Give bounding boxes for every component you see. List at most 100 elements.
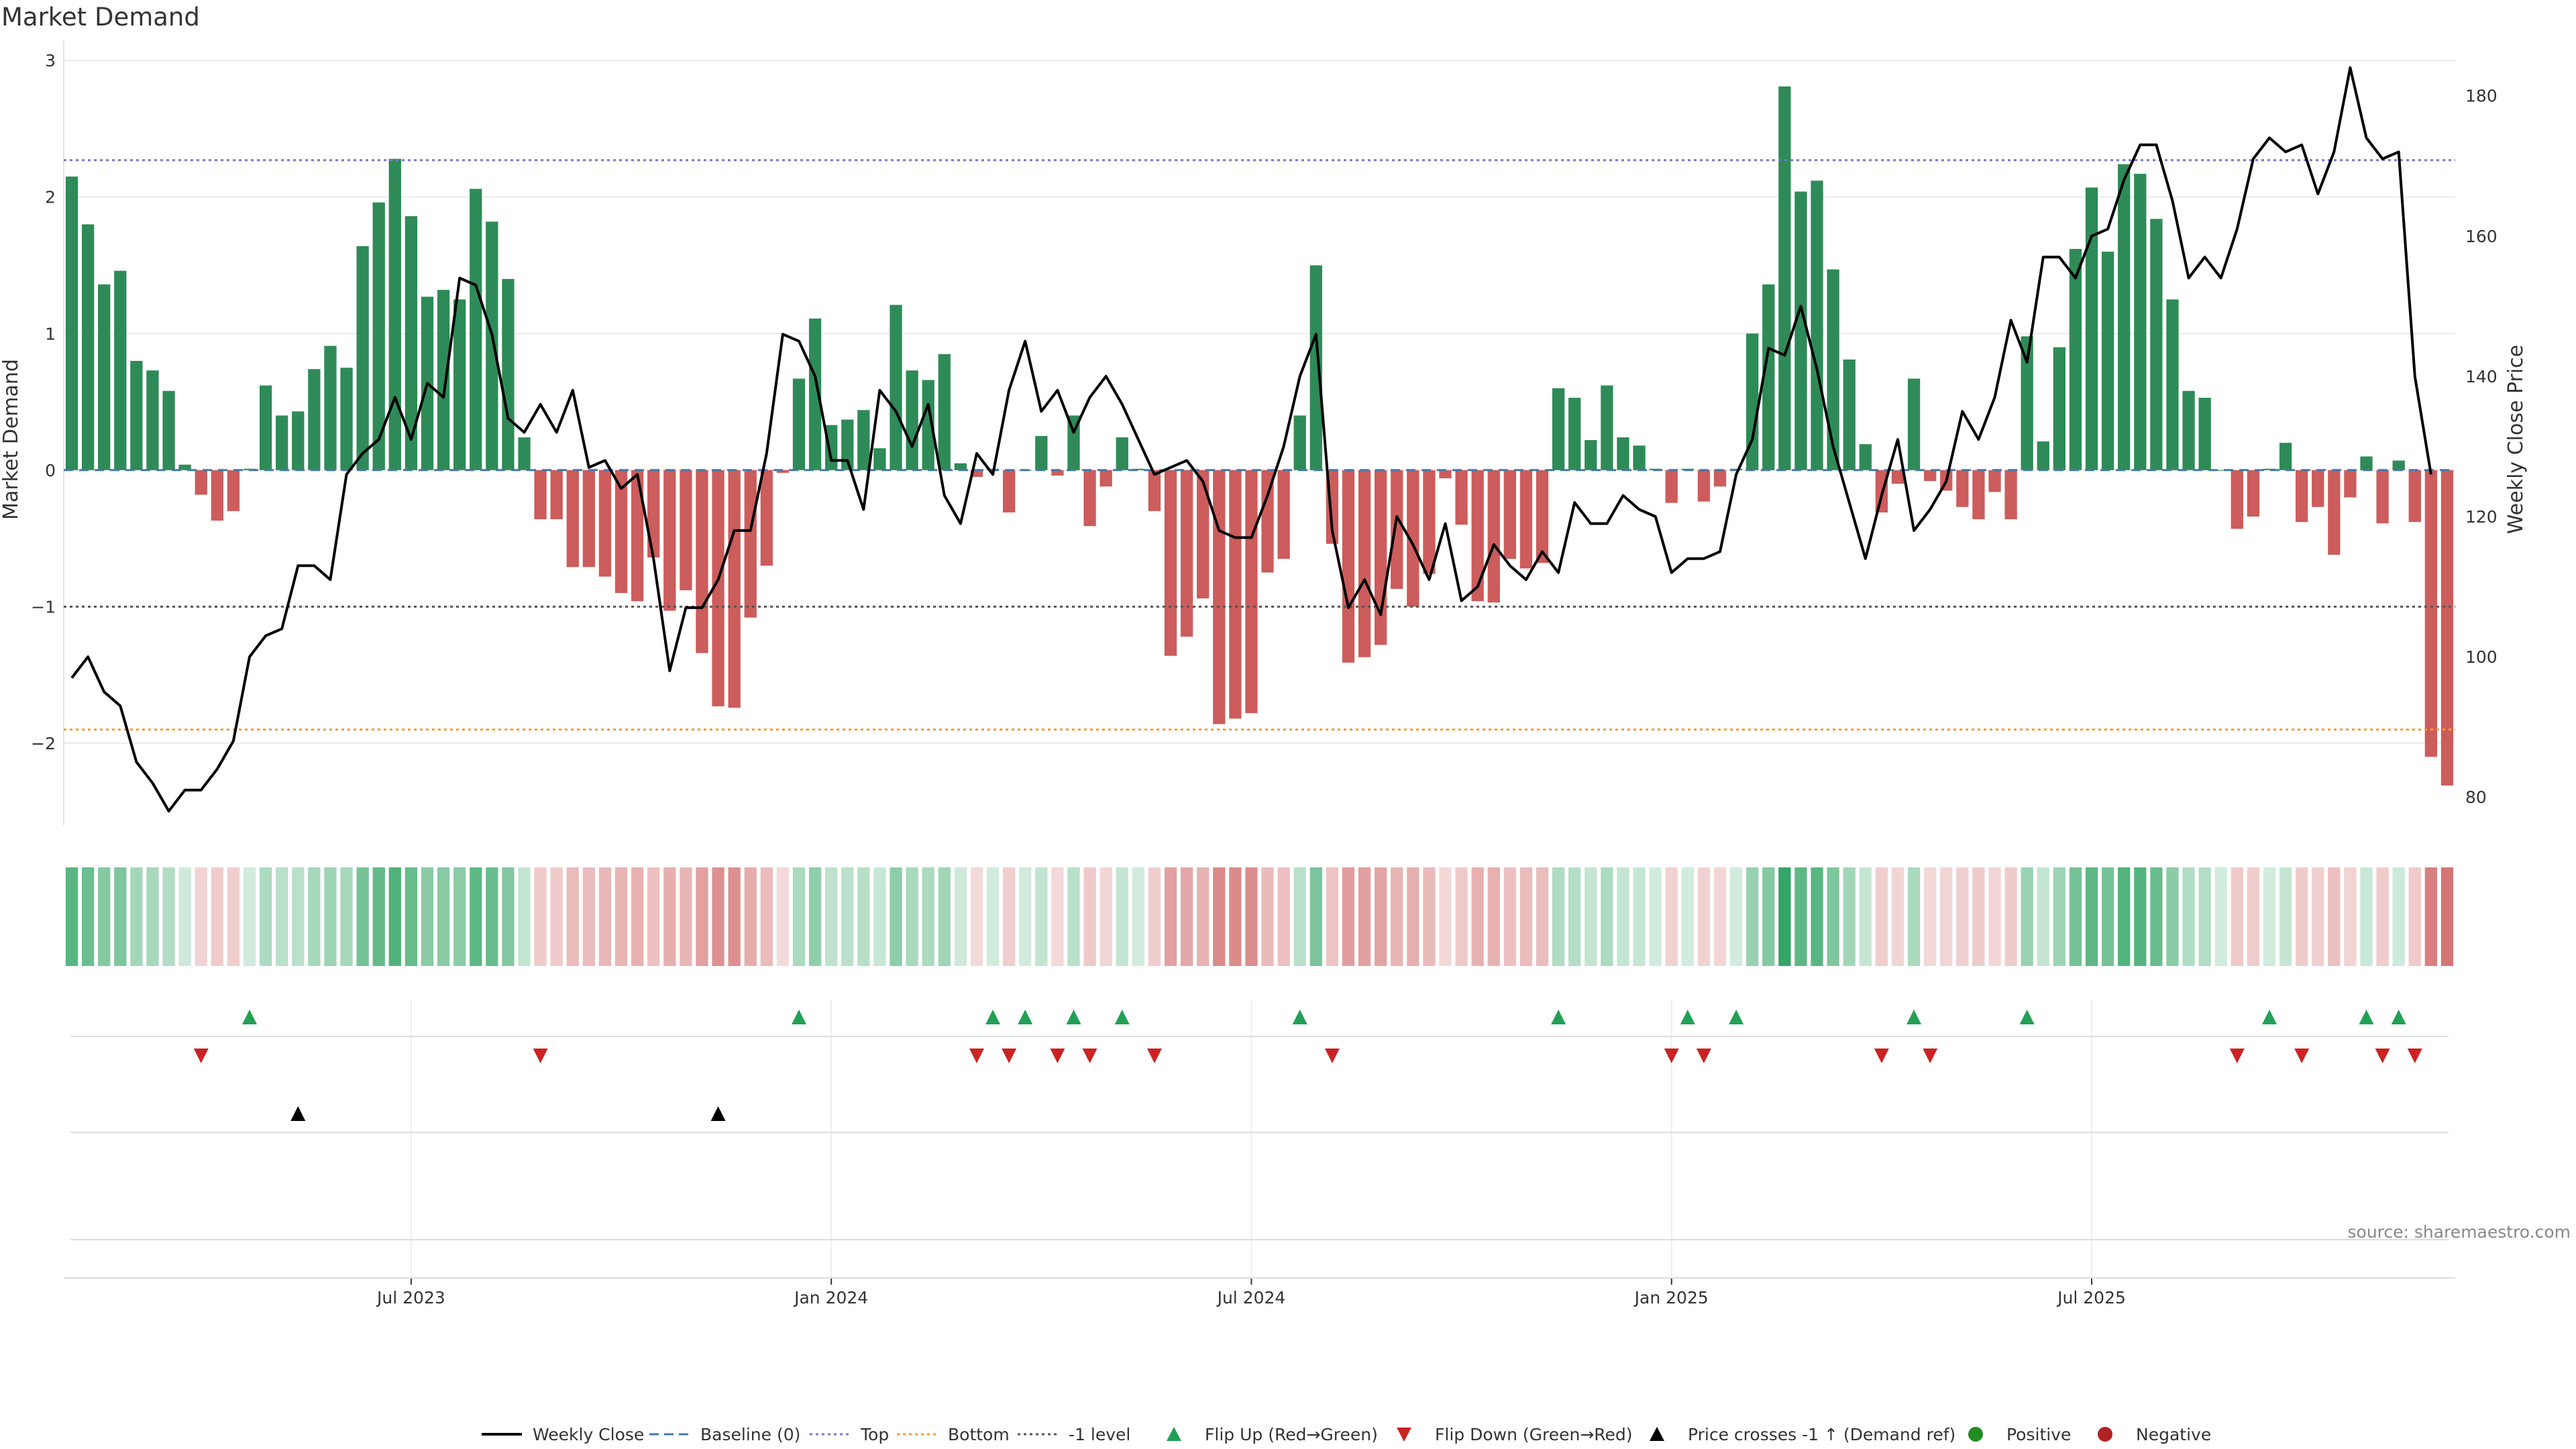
heat-strip-cell <box>1601 867 1613 966</box>
flip-down-marker <box>1002 1049 1017 1063</box>
heat-strip-cell <box>2053 867 2066 966</box>
heat-strip-cell <box>582 867 596 966</box>
y-right-tick-label: 100 <box>2465 647 2498 667</box>
heat-strip-cell <box>421 867 434 966</box>
demand-bar <box>1213 470 1226 724</box>
demand-bar <box>130 360 143 470</box>
heat-strip-cell <box>1859 867 1872 966</box>
heat-strip-cell <box>890 867 902 966</box>
heat-strip-cell <box>792 867 806 966</box>
heat-strip-cell <box>1778 867 1791 966</box>
heat-strip-cell <box>146 867 159 966</box>
demand-bar <box>2166 299 2179 470</box>
demand-bar <box>2085 187 2098 470</box>
demand-bar <box>259 385 272 470</box>
flip-down-marker <box>1874 1049 1889 1063</box>
demand-bar <box>1665 470 1678 503</box>
heat-strip-cell <box>598 867 612 966</box>
heat-strip-cell <box>1827 867 1839 966</box>
flip-down-marker <box>2229 1049 2245 1063</box>
demand-bar <box>1423 470 1436 574</box>
heat-strip-cell <box>1035 867 1048 966</box>
demand-bar <box>2004 470 2017 520</box>
heat-strip-cell <box>227 867 240 966</box>
heat-strip-cell <box>534 867 547 966</box>
heat-strip-cell <box>1697 867 1711 966</box>
heat-strip-cell <box>1229 867 1242 966</box>
flip-up-marker <box>242 1010 258 1024</box>
flip-up-marker <box>791 1010 806 1024</box>
heat-strip-cell <box>2166 867 2179 966</box>
legend-triangle-up-icon <box>1650 1427 1664 1441</box>
heat-strip-cell <box>841 867 854 966</box>
demand-bar <box>1778 86 1791 470</box>
heat-strip-cell <box>1972 867 1985 966</box>
heat-strip-cell <box>1019 867 1032 966</box>
heat-strip-cell <box>1552 867 1565 966</box>
heat-strip-cell <box>2150 867 2163 966</box>
flip-up-marker <box>1114 1010 1130 1024</box>
heat-strip-cell <box>1358 867 1371 966</box>
heat-strip-cell <box>825 867 838 966</box>
heat-strip-cell <box>405 867 418 966</box>
legend-triangle-up-icon <box>1167 1427 1181 1441</box>
flip-down-marker <box>1923 1049 1938 1063</box>
demand-bar <box>1051 470 1064 476</box>
heat-strip-cell <box>1245 867 1258 966</box>
heat-strip-cell <box>130 867 143 966</box>
heat-strip-cell <box>1503 867 1517 966</box>
legend-item-label: Weekly Close <box>533 1425 644 1444</box>
heat-strip-cell <box>1309 867 1322 966</box>
heat-strip-cell <box>566 867 579 966</box>
heat-strip-cell <box>470 867 482 966</box>
y-right-axis-label: Weekly Close Price <box>2504 345 2528 534</box>
demand-bar <box>518 437 531 470</box>
demand-bar <box>631 470 644 602</box>
demand-bar <box>1859 444 1872 470</box>
flip-down-marker <box>969 1049 984 1063</box>
heat-strip-cell <box>1713 867 1727 966</box>
demand-bar <box>598 470 612 577</box>
heat-strip-cell <box>1487 867 1500 966</box>
demand-bar <box>292 411 305 470</box>
demand-bar <box>146 370 159 470</box>
demand-bar <box>1794 191 1807 470</box>
heat-strip-cell <box>1762 867 1775 966</box>
heat-strip-cell <box>938 867 951 966</box>
demand-bar <box>211 470 223 521</box>
heat-strip-cell <box>518 867 531 966</box>
demand-bar <box>1697 470 1711 502</box>
demand-bar <box>2150 219 2163 470</box>
demand-bar <box>1229 470 1242 719</box>
heat-strip-cell <box>1099 867 1112 966</box>
x-tick-label: Jan 2025 <box>1633 1288 1709 1307</box>
demand-bar <box>776 470 790 473</box>
heat-strip-cell <box>356 867 369 966</box>
demand-bar <box>114 270 127 470</box>
heat-strip-cell <box>162 867 175 966</box>
heat-strip-cell <box>986 867 1000 966</box>
demand-bar <box>486 221 498 470</box>
heat-strip-cell <box>1083 867 1096 966</box>
heat-strip-cell <box>259 867 272 966</box>
heat-strip-cell <box>1455 867 1468 966</box>
demand-bar <box>1762 284 1775 470</box>
demand-bar <box>1585 440 1597 470</box>
heat-strip-cell <box>1923 867 1937 966</box>
demand-bar <box>2440 470 2454 786</box>
demand-bar <box>1002 470 1016 513</box>
heat-strip-cell <box>1342 867 1355 966</box>
demand-bar <box>1827 269 1839 470</box>
demand-bar <box>1471 470 1484 602</box>
heat-strip-cell <box>954 867 967 966</box>
heat-strip-cell <box>760 867 773 966</box>
heat-strip-cell <box>906 867 918 966</box>
heat-strip-cell <box>614 867 628 966</box>
heat-strip-cell <box>2101 867 2114 966</box>
flip-up-marker <box>2359 1010 2374 1024</box>
y-left-tick-label: 1 <box>45 324 56 343</box>
heat-strip-cell <box>276 867 288 966</box>
demand-bar <box>2392 460 2405 470</box>
heat-strip-cell <box>453 867 466 966</box>
demand-bar <box>1519 470 1533 569</box>
